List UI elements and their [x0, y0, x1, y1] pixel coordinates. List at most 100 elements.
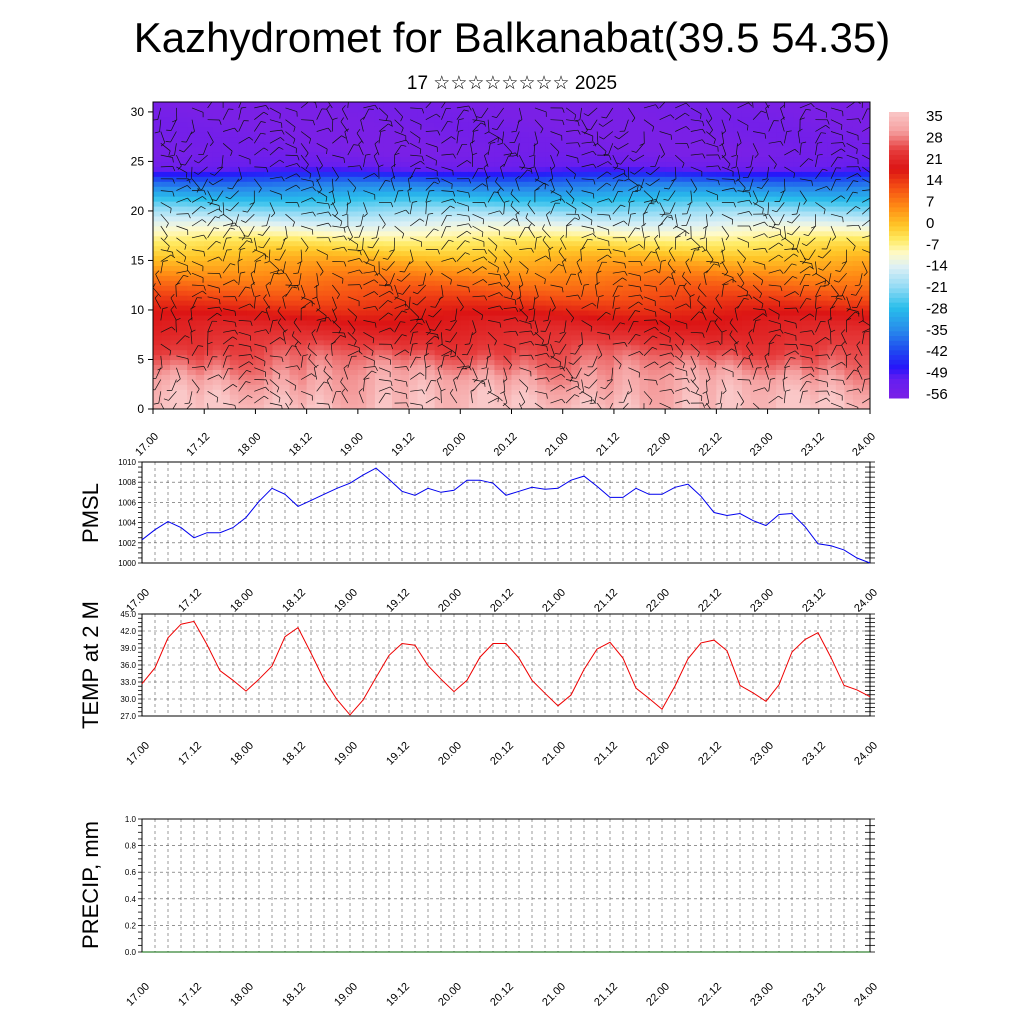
temperature-cell	[648, 136, 658, 143]
temperature-cell	[263, 384, 274, 390]
temperature-cell	[537, 220, 547, 227]
temperature-cell	[195, 181, 205, 187]
temperature-cell	[460, 359, 470, 366]
temperature-cell	[622, 136, 632, 143]
temperature-cell	[366, 205, 376, 212]
temperature-cell	[545, 176, 555, 182]
temperature-cell	[682, 230, 692, 237]
temperature-cell	[246, 300, 257, 306]
temperature-cell	[648, 300, 658, 306]
temperature-cell	[229, 265, 239, 271]
temperature-cell	[409, 106, 419, 113]
temperature-cell	[545, 389, 555, 395]
temperature-cell	[366, 379, 376, 385]
temperature-cell	[161, 215, 171, 222]
temperature-cell	[178, 136, 188, 143]
temperature-cell	[400, 225, 410, 232]
temperature-cell	[631, 131, 641, 138]
temperature-cell	[741, 374, 752, 380]
temperature-cell	[417, 196, 427, 202]
temperature-cell	[776, 404, 786, 409]
temperature-cell	[178, 186, 188, 192]
temperature-cell	[178, 215, 188, 222]
temperature-cell	[426, 186, 436, 192]
temperature-cell	[818, 309, 828, 316]
temperature-cell	[827, 354, 837, 361]
temperature-cell	[349, 314, 359, 321]
temperature-cell	[306, 285, 316, 291]
temperature-cell	[528, 334, 538, 341]
temperature-cell	[485, 230, 496, 237]
temperature-cell	[690, 389, 700, 395]
temperature-cell	[707, 156, 717, 163]
temperature-cell	[639, 230, 649, 237]
temperature-cell	[622, 131, 632, 138]
temperature-cell	[349, 205, 359, 212]
temperature-cell	[528, 102, 538, 108]
temperature-cell	[545, 146, 555, 153]
temperature-cell	[741, 309, 752, 316]
temperature-cell	[613, 290, 624, 296]
temperature-cell	[349, 309, 359, 316]
temperature-cell	[511, 210, 521, 217]
temperature-cell	[793, 270, 803, 276]
temperature-cell	[741, 245, 752, 252]
temperature-cell	[502, 126, 513, 133]
temperature-cell	[383, 166, 393, 172]
temperature-cell	[554, 186, 564, 192]
temperature-cell	[537, 334, 547, 341]
temperature-cell	[716, 151, 726, 158]
temperature-cell	[451, 196, 461, 202]
temperature-cell	[511, 404, 521, 409]
temperature-cell	[281, 126, 291, 133]
temperature-cell	[383, 116, 393, 123]
temperature-cell	[724, 131, 735, 138]
temperature-cell	[528, 285, 538, 291]
temperature-cell	[306, 369, 316, 375]
temperature-cell	[741, 102, 752, 108]
temperature-cell	[801, 324, 811, 331]
temperature-cell	[750, 314, 760, 321]
temperature-cell	[648, 324, 658, 331]
temperature-cell	[733, 126, 743, 133]
temperature-cell	[195, 116, 205, 123]
temperature-cell	[272, 196, 282, 202]
temperature-cell	[741, 111, 752, 118]
temperature-cell	[485, 201, 496, 207]
temperature-cell	[366, 300, 376, 306]
temperature-cell	[170, 399, 180, 405]
temperature-cell	[750, 240, 760, 247]
temperature-cell	[468, 270, 478, 276]
temperature-cell	[579, 146, 589, 153]
temperature-cell	[357, 176, 367, 182]
temperature-cell	[545, 196, 555, 202]
temperature-cell	[716, 166, 726, 172]
temperature-cell	[468, 359, 478, 366]
temperature-cell	[392, 116, 402, 123]
temperature-cell	[263, 146, 274, 153]
temperature-cell	[374, 309, 385, 316]
temperature-cell	[835, 334, 845, 341]
temperature-cell	[801, 255, 811, 262]
temperature-cell	[161, 201, 171, 207]
temperature-cell	[639, 314, 649, 321]
temperature-cell	[451, 181, 461, 187]
temperature-cell	[776, 344, 786, 351]
temperature-cell	[528, 181, 538, 187]
temperature-cell	[571, 210, 581, 217]
temperature-cell	[374, 334, 385, 341]
temperature-cell	[579, 334, 589, 341]
temperature-cell	[699, 389, 709, 395]
temperature-cell	[323, 210, 333, 217]
temperature-cell	[605, 364, 615, 370]
temperature-cell	[682, 354, 692, 361]
temperature-cell	[537, 394, 547, 400]
temperature-cell	[511, 102, 521, 108]
temperature-cell	[502, 305, 513, 311]
temperature-cell	[366, 329, 376, 336]
temperature-cell	[682, 111, 692, 118]
temperature-cell	[323, 240, 333, 247]
temperature-cell	[724, 201, 735, 207]
temperature-cell	[409, 319, 419, 326]
temperature-cell	[204, 404, 214, 409]
